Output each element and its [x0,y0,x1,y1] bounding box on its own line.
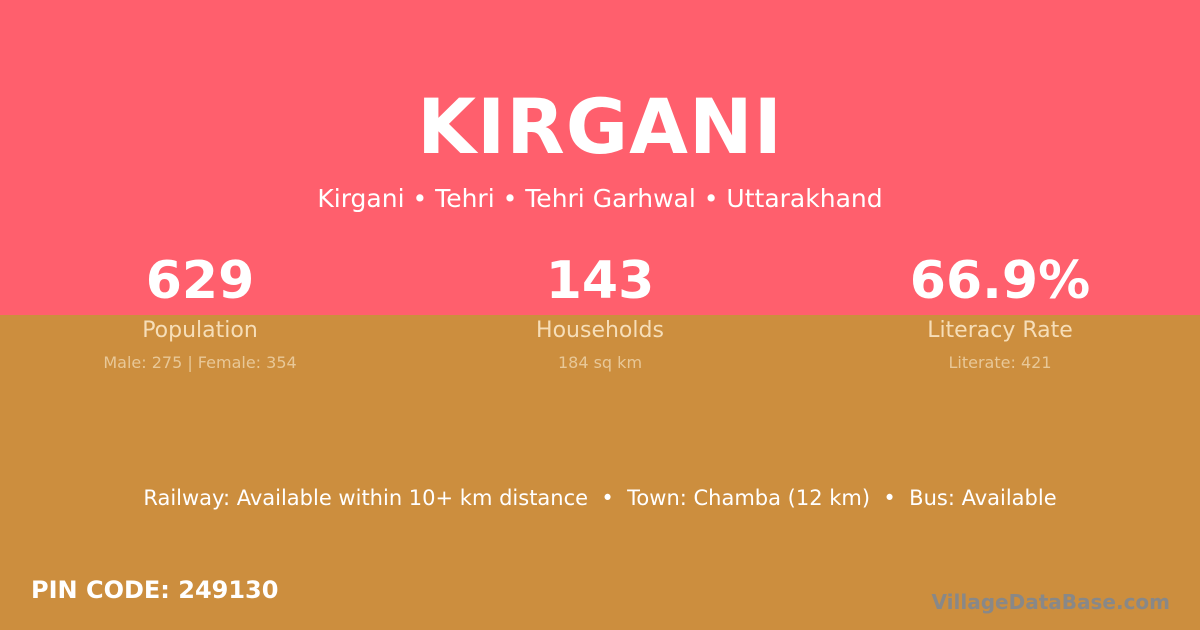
stat-value: 143 [545,251,655,311]
stat-label: Literacy Rate [927,318,1073,343]
stat-value: 629 [145,251,255,311]
header-band [0,0,1200,315]
pin-code: PIN CODE: 249130 [31,576,279,604]
stat-detail: 184 sq km [557,353,643,372]
stat-literacy: 66.9% Literacy Rate Literate: 421 [800,250,1200,372]
stat-label: Households [536,318,664,343]
watermark: VillageDataBase.com [931,590,1170,614]
village-title: KIRGANI [417,82,783,171]
stat-detail: Male: 275 | Female: 354 [103,353,297,372]
location-breadcrumb: Kirgani • Tehri • Tehri Garhwal • Uttara… [317,184,883,213]
stat-value: 66.9% [909,251,1091,311]
stat-population: 629 Population Male: 275 | Female: 354 [0,250,400,372]
stat-households: 143 Households 184 sq km [400,250,800,372]
connectivity-info: Railway: Available within 10+ km distanc… [143,486,1057,510]
stat-detail: Literate: 421 [948,353,1052,372]
stat-label: Population [142,318,258,343]
